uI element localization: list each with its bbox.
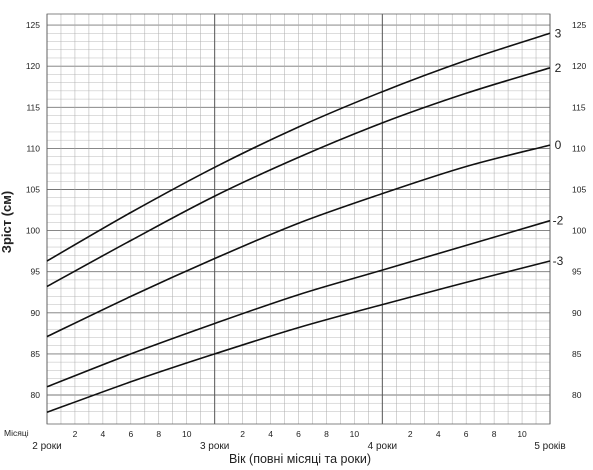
y-tick-label-right: 85 [572, 349, 582, 359]
month-tick-label: 8 [156, 429, 161, 439]
month-tick-label: 6 [128, 429, 133, 439]
y-tick-label-left: 110 [26, 143, 40, 153]
month-tick-label: 2 [73, 429, 78, 439]
y-tick-label-right: 125 [572, 20, 586, 30]
y-tick-label-left: 105 [26, 185, 40, 195]
grid [46, 13, 551, 425]
y-tick-label-right: 110 [572, 143, 586, 153]
curve-z-3 [46, 32, 551, 262]
y-tick-label-left: 90 [31, 308, 41, 318]
curve-label: 3 [555, 26, 562, 40]
y-tick-label-left: 115 [26, 102, 40, 112]
curve-z--2 [46, 219, 551, 388]
y-tick-label-left: 120 [26, 61, 40, 71]
y-tick-label-left: 80 [31, 390, 41, 400]
year-tick-label: 2 роки [32, 441, 61, 452]
y-tick-label-right: 100 [572, 226, 586, 236]
curve-label: -2 [553, 214, 564, 228]
year-tick-label: 5 років [534, 441, 565, 452]
month-tick-label: 2 [240, 429, 245, 439]
y-tick-label-right: 95 [572, 267, 582, 277]
month-tick-label: 6 [296, 429, 301, 439]
month-tick-label: 4 [436, 429, 441, 439]
curve-z-2 [46, 67, 551, 288]
y-tick-label-left: 85 [31, 349, 41, 359]
y-tick-label-left: 125 [26, 20, 40, 30]
month-tick-label: 8 [324, 429, 329, 439]
curve-label: -3 [553, 254, 564, 268]
curves [46, 32, 551, 414]
month-tick-label: 4 [268, 429, 273, 439]
x-axis-label: Вік (повні місяці та роки) [229, 452, 371, 466]
month-tick-label: 10 [182, 429, 192, 439]
month-tick-label: 2 [408, 429, 413, 439]
curve-label: 2 [555, 61, 562, 75]
y-tick-label-left: 100 [26, 226, 40, 236]
y-tick-label-right: 90 [572, 308, 582, 318]
plot-frame [46, 13, 551, 425]
y-tick-label-left: 95 [31, 267, 41, 277]
y-tick-label-right: 80 [572, 390, 582, 400]
curve-z--3 [46, 260, 551, 414]
curve-z-0 [46, 144, 551, 338]
month-tick-label: 10 [350, 429, 360, 439]
month-tick-label: 6 [464, 429, 469, 439]
month-tick-label: 10 [517, 429, 527, 439]
year-tick-label: 3 роки [200, 441, 229, 452]
y-tick-label-right: 115 [572, 102, 586, 112]
y-tick-label-right: 120 [572, 61, 586, 71]
month-tick-label: 4 [101, 429, 106, 439]
curve-label: 0 [555, 138, 562, 152]
x-unit-label: Місяці [4, 428, 29, 438]
y-axis-label: Зріст (см) [0, 191, 14, 253]
month-tick-label: 8 [492, 429, 497, 439]
year-tick-label: 4 роки [368, 441, 397, 452]
y-tick-label-right: 105 [572, 185, 586, 195]
